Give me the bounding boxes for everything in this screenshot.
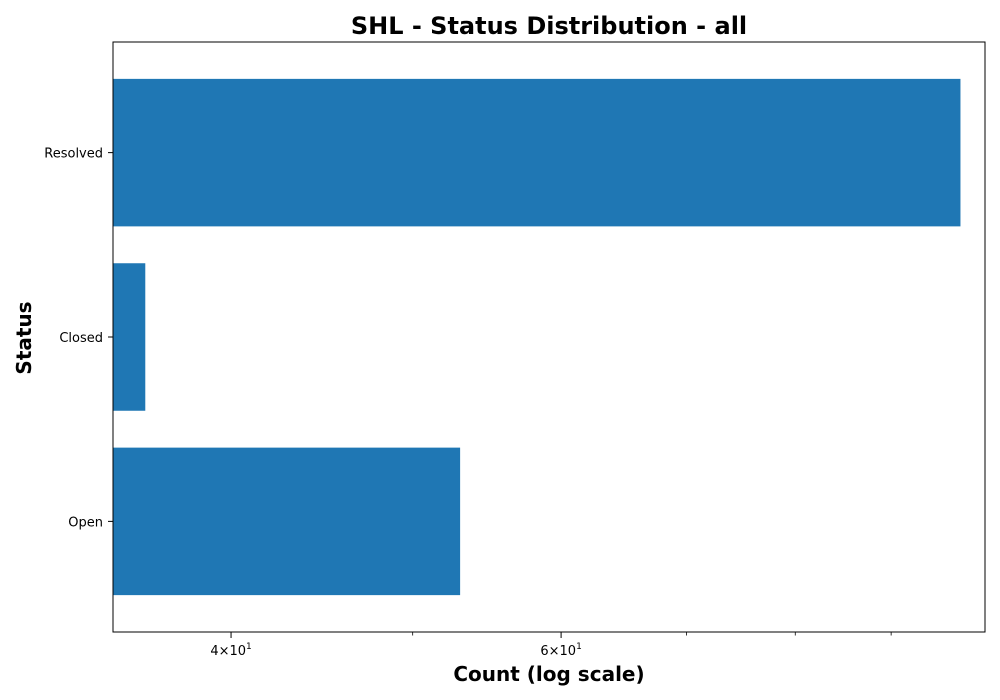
y-tick-label-closed: Closed bbox=[59, 331, 103, 346]
x-axis-label: Count (log scale) bbox=[453, 662, 644, 686]
bar-open bbox=[113, 447, 461, 596]
bars bbox=[113, 78, 961, 596]
x-tick-label-40: 4×101 bbox=[210, 642, 251, 659]
bar-closed bbox=[113, 263, 146, 411]
y-tick-label-open: Open bbox=[68, 515, 103, 530]
y-tick-label-resolved: Resolved bbox=[44, 147, 103, 162]
plot-frame bbox=[112, 41, 986, 633]
x-axis-ticks: 4×101 6×101 bbox=[210, 632, 892, 659]
y-axis-ticks: Resolved Closed Open bbox=[44, 147, 113, 530]
y-axis-label: Status bbox=[12, 301, 36, 374]
chart-title: SHL - Status Distribution - all bbox=[351, 12, 747, 40]
bar-resolved bbox=[113, 78, 961, 227]
x-tick-label-60: 6×101 bbox=[540, 642, 581, 659]
